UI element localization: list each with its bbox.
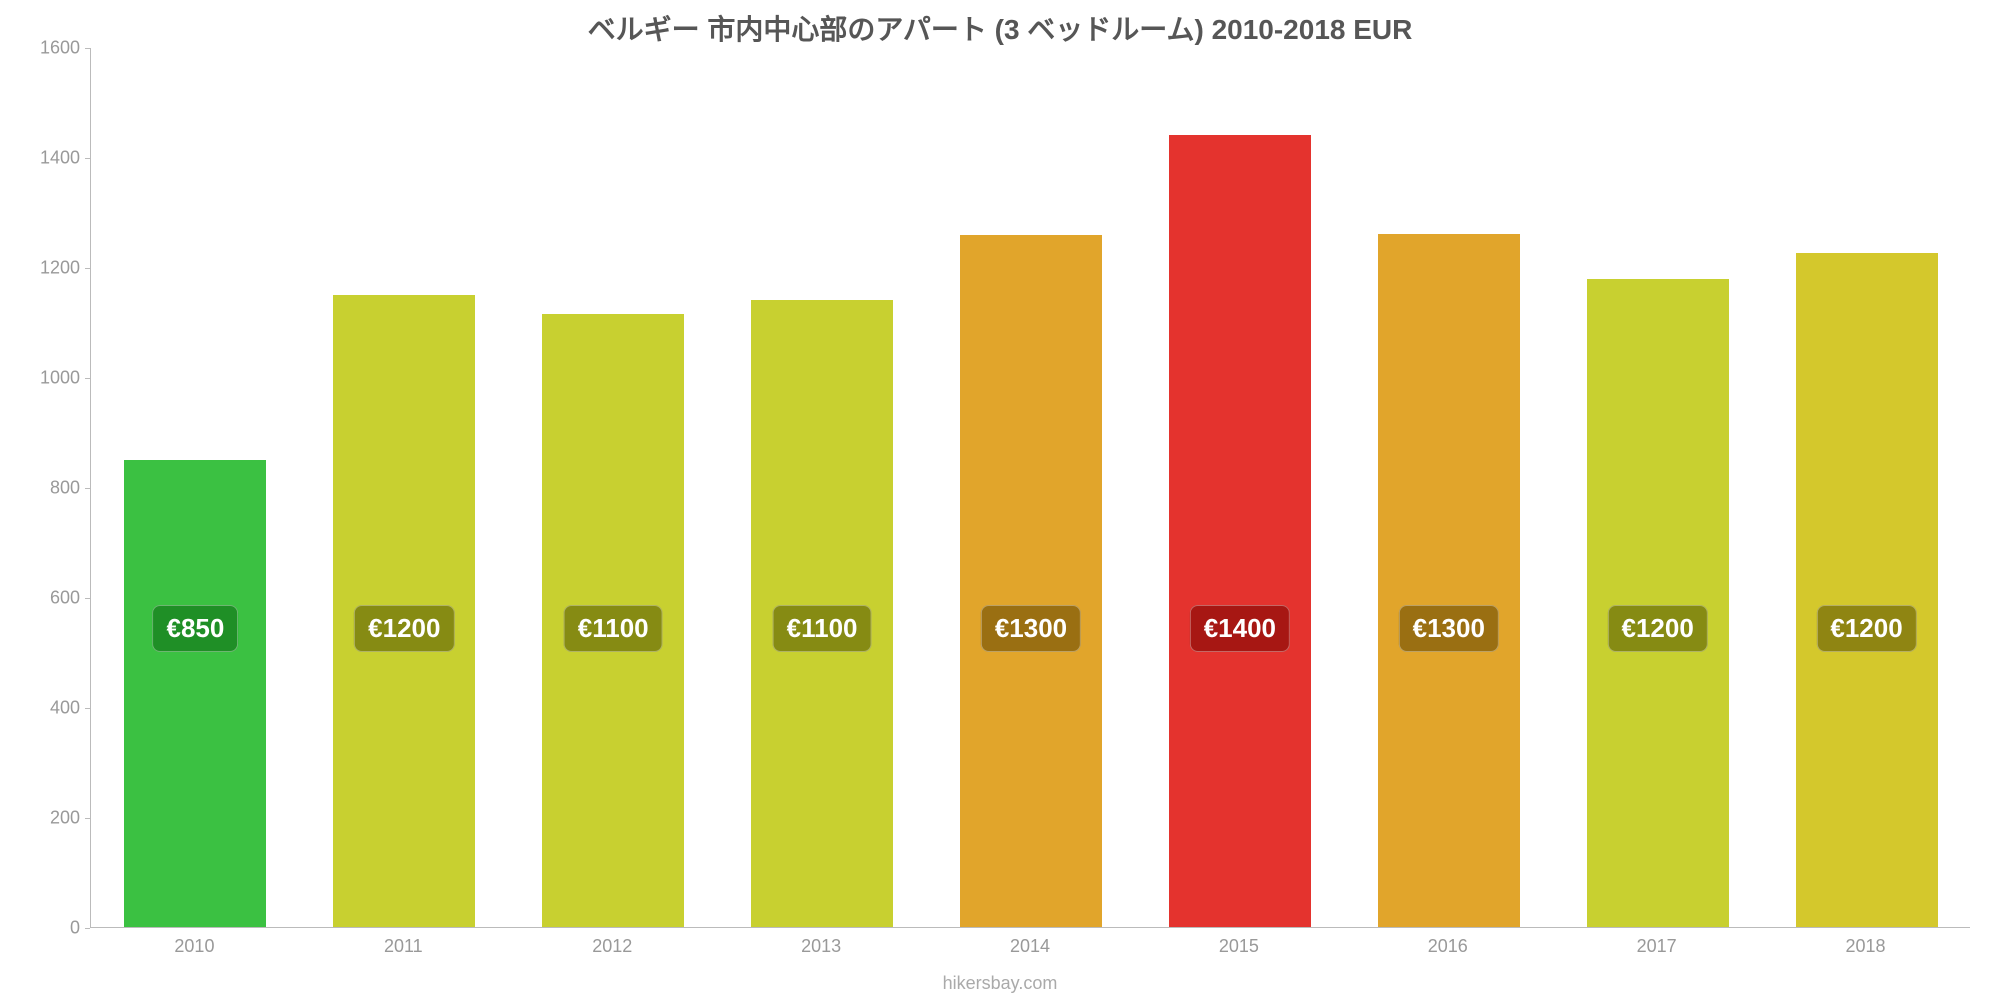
x-tick-label: 2012 [592, 936, 632, 957]
y-tick-mark [85, 598, 90, 599]
bar-value-label: €1200 [1608, 605, 1708, 652]
y-tick-mark [85, 818, 90, 819]
y-tick-label: 1600 [10, 38, 80, 59]
y-tick-label: 1200 [10, 258, 80, 279]
y-tick-label: 1000 [10, 368, 80, 389]
y-tick-mark [85, 928, 90, 929]
y-tick-mark [85, 378, 90, 379]
x-tick-label: 2018 [1846, 936, 1886, 957]
y-tick-mark [85, 488, 90, 489]
bar: €1200 [333, 295, 475, 928]
bar-value-label: €1300 [1399, 605, 1499, 652]
x-tick-label: 2015 [1219, 936, 1259, 957]
bar: €1400 [1169, 135, 1311, 927]
y-tick-label: 0 [10, 918, 80, 939]
y-tick-label: 400 [10, 698, 80, 719]
y-tick-label: 1400 [10, 148, 80, 169]
bar: €1100 [751, 300, 893, 927]
bar: €1100 [542, 314, 684, 927]
y-tick-label: 800 [10, 478, 80, 499]
bar: €1300 [1378, 234, 1520, 927]
y-tick-mark [85, 158, 90, 159]
bar: €1200 [1796, 253, 1938, 927]
bar: €850 [124, 460, 266, 928]
bar-value-label: €1100 [564, 605, 663, 652]
x-tick-label: 2017 [1637, 936, 1677, 957]
bar-value-label: €850 [153, 605, 239, 652]
x-tick-label: 2016 [1428, 936, 1468, 957]
bar-value-label: €1200 [354, 605, 454, 652]
x-tick-label: 2011 [384, 936, 423, 957]
y-tick-mark [85, 708, 90, 709]
x-tick-label: 2010 [174, 936, 214, 957]
plot-area: €850 €1200 €1100 €1100 €1300 €1400 €1300 €1200 €… [90, 48, 1970, 928]
bar-chart: ベルギー 市内中心部のアパート (3 ベッドルーム) 2010-2018 EUR… [0, 0, 2000, 1000]
x-tick-label: 2014 [1010, 936, 1050, 957]
bar-value-label: €1200 [1816, 605, 1916, 652]
bar: €1300 [960, 235, 1102, 927]
bar-value-label: €1400 [1190, 605, 1290, 652]
y-tick-label: 200 [10, 808, 80, 829]
y-tick-mark [85, 268, 90, 269]
chart-title: ベルギー 市内中心部のアパート (3 ベッドルーム) 2010-2018 EUR [0, 8, 2000, 48]
bar-value-label: €1100 [773, 605, 872, 652]
x-tick-label: 2013 [801, 936, 841, 957]
bar: €1200 [1587, 279, 1729, 927]
bar-value-label: €1300 [981, 605, 1081, 652]
y-tick-mark [85, 48, 90, 49]
chart-footer: hikersbay.com [0, 973, 2000, 994]
y-tick-label: 600 [10, 588, 80, 609]
